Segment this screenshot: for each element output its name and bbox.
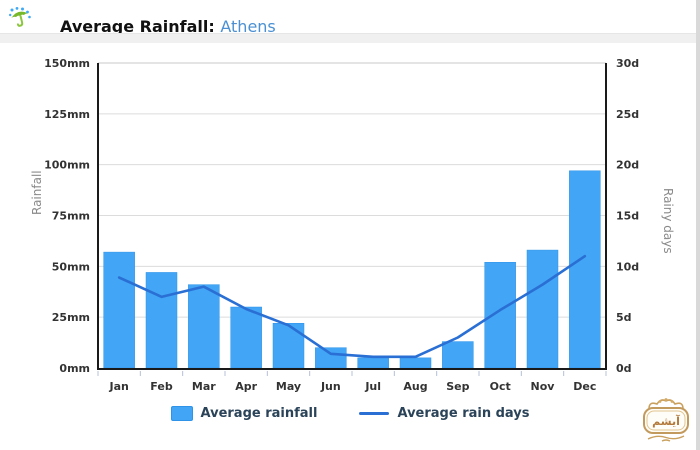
- bar-apr[interactable]: [230, 306, 262, 369]
- left-axis-title: Rainfall: [30, 170, 44, 215]
- rainfall-chart: 150mm 125mm 100mm 75mm 50mm 25mm 0mm 30d 25d 20d 1…: [0, 43, 700, 443]
- month-label-feb: Feb: [150, 380, 173, 393]
- legend-item-rainfall[interactable]: Average rainfall: [170, 406, 318, 421]
- watermark-text: آیشم: [652, 414, 680, 428]
- right-axis-tick-5d: 5d: [616, 311, 632, 324]
- left-axis-tick-50mm: 50mm: [52, 260, 90, 273]
- month-label-may: May: [276, 380, 301, 393]
- left-axis-tick-100mm: 100mm: [44, 159, 90, 172]
- legend-label-raindays: Average rain days: [397, 406, 530, 421]
- divider-band: [0, 33, 700, 43]
- legend-item-raindays[interactable]: Average rain days: [359, 406, 530, 421]
- bar-sep[interactable]: [442, 341, 474, 369]
- month-label-sep: Sep: [446, 380, 469, 393]
- watermark-logo: آیشم: [636, 396, 696, 446]
- left-axis-tick-75mm: 75mm: [52, 210, 90, 223]
- right-axis-tick-30d: 30d: [616, 57, 639, 70]
- left-axis-tick-150mm: 150mm: [44, 57, 90, 70]
- right-axis-title: Rainy days: [661, 188, 675, 254]
- left-axis-tick-25mm: 25mm: [52, 311, 90, 324]
- bar-aug[interactable]: [399, 357, 432, 369]
- bar-jul[interactable]: [357, 357, 389, 369]
- bar-jun[interactable]: [315, 347, 347, 369]
- bar-feb[interactable]: [145, 272, 178, 369]
- left-axis-tick-125mm: 125mm: [44, 108, 90, 121]
- month-label-oct: Oct: [490, 380, 511, 393]
- month-label-dec: Dec: [573, 380, 596, 393]
- right-axis-tick-10d: 10d: [616, 260, 639, 273]
- month-label-apr: Apr: [235, 380, 257, 393]
- month-label-jul: Jul: [364, 380, 381, 393]
- city-link[interactable]: Athens: [220, 16, 276, 36]
- right-axis-tick-20d: 20d: [616, 159, 639, 172]
- month-label-jun: Jun: [320, 380, 341, 393]
- month-label-aug: Aug: [403, 380, 427, 393]
- legend: Average rainfall Average rain days: [0, 406, 700, 421]
- month-label-mar: Mar: [192, 380, 216, 393]
- bar-mar[interactable]: [188, 284, 220, 369]
- page-title: Average Rainfall: Athens: [60, 17, 276, 36]
- raindays-line-icon: [359, 412, 390, 415]
- bar-dec[interactable]: [569, 170, 601, 369]
- plot-area: 150mm 125mm 100mm 75mm 50mm 25mm 0mm 30d 25d 20d 1…: [44, 57, 639, 393]
- legend-label-rainfall: Average rainfall: [200, 406, 318, 421]
- right-axis-tick-15d: 15d: [616, 210, 639, 223]
- bar-may[interactable]: [272, 323, 305, 369]
- bar-jan[interactable]: [103, 251, 135, 369]
- month-label-jan: Jan: [108, 380, 128, 393]
- umbrella-rain-icon: [8, 5, 32, 29]
- rainfall-swatch-icon: [170, 406, 193, 421]
- month-label-nov: Nov: [531, 380, 556, 393]
- page-right-edge: [696, 0, 700, 450]
- rain-days-line[interactable]: [117, 254, 587, 359]
- bar-oct[interactable]: [484, 262, 516, 369]
- bar-nov[interactable]: [526, 249, 559, 369]
- right-axis-tick-0d: 0d: [616, 362, 632, 375]
- header: Average Rainfall: Athens: [0, 0, 700, 36]
- left-axis-tick-0mm: 0mm: [59, 362, 90, 375]
- title-label: Average Rainfall:: [60, 16, 215, 36]
- right-axis-tick-25d: 25d: [616, 108, 639, 121]
